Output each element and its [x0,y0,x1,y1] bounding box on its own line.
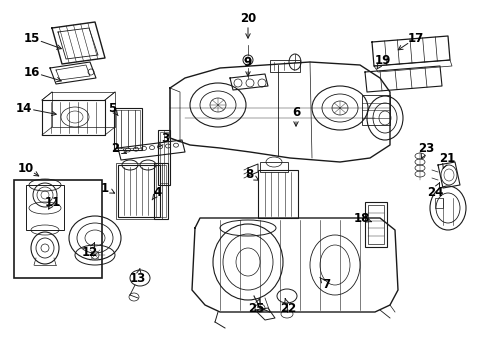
Text: 8: 8 [244,168,253,181]
Bar [156,165,165,217]
Text: 20: 20 [240,12,256,24]
Bar [154,163,168,219]
Bar [26,185,64,230]
Text: 11: 11 [45,195,61,208]
Bar [118,165,160,217]
Bar [367,205,383,244]
Bar [434,198,442,208]
Bar [269,60,299,72]
Text: 24: 24 [426,185,442,198]
Text: 21: 21 [438,152,454,165]
Bar [258,170,297,218]
Text: 1: 1 [101,181,109,194]
Bar [364,202,386,247]
Bar [158,130,170,185]
Text: 25: 25 [247,302,264,315]
Text: 15: 15 [24,31,40,45]
Text: 7: 7 [321,279,329,292]
Bar [116,110,140,148]
Text: 18: 18 [353,211,369,225]
Text: 6: 6 [291,105,300,118]
Text: 5: 5 [108,102,116,114]
Text: 22: 22 [279,302,296,315]
Text: 2: 2 [111,141,119,154]
Text: 14: 14 [16,102,32,114]
Text: 4: 4 [154,185,162,198]
Text: 9: 9 [244,55,252,68]
Text: 3: 3 [161,131,169,144]
Bar [260,162,287,172]
Bar [361,95,389,125]
Text: 12: 12 [81,246,98,258]
Bar [14,180,102,278]
Text: 16: 16 [24,66,40,78]
Bar [160,132,168,183]
Text: 17: 17 [407,31,423,45]
Bar [116,163,162,219]
Text: 19: 19 [374,54,390,67]
Text: 13: 13 [130,271,146,284]
Bar [114,108,142,150]
Text: 10: 10 [18,162,34,175]
Text: 23: 23 [417,141,433,154]
